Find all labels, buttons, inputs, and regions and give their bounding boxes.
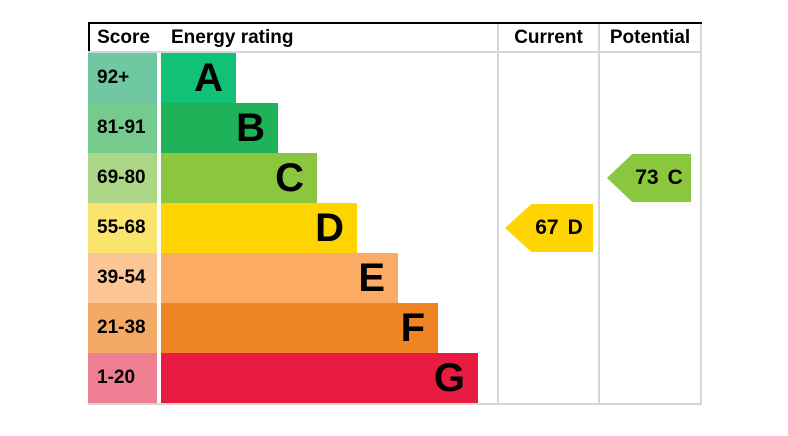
- current-column-header: Current: [497, 24, 598, 51]
- band-score-range: 39-54: [88, 253, 157, 303]
- band-row: 39-54 E: [88, 253, 702, 303]
- band-row: 81-91 B: [88, 103, 702, 153]
- band-bar: E: [161, 253, 398, 303]
- potential-cell: [598, 253, 702, 303]
- band-row: 21-38 F: [88, 303, 702, 353]
- band-letter: A: [194, 56, 223, 100]
- potential-cell: 73 C: [598, 153, 702, 203]
- band-bar-area: D: [161, 203, 497, 253]
- band-score-range: 92+: [88, 53, 157, 103]
- band-score-range: 21-38: [88, 303, 157, 353]
- band-bar: C: [161, 153, 317, 203]
- band-letter: F: [400, 306, 425, 350]
- current-cell: [497, 303, 598, 353]
- band-bar: B: [161, 103, 278, 153]
- current-rating-arrow: 67 D: [505, 204, 593, 252]
- band-letter: C: [275, 156, 304, 200]
- potential-cell: [598, 303, 702, 353]
- band-bar-area: F: [161, 303, 497, 353]
- band-score-range: 81-91: [88, 103, 157, 153]
- potential-cell: [598, 353, 702, 403]
- band-bar: D: [161, 203, 357, 253]
- header-row: Score Energy rating Current Potential: [88, 24, 702, 53]
- current-cell: [497, 53, 598, 103]
- score-column-header: Score: [88, 24, 157, 51]
- band-letter: D: [315, 206, 344, 250]
- band-score-range: 69-80: [88, 153, 157, 203]
- current-cell: [497, 253, 598, 303]
- potential-column-header: Potential: [598, 24, 702, 51]
- band-row: 1-20 G: [88, 353, 702, 403]
- current-cell: [497, 103, 598, 153]
- current-cell: [497, 153, 598, 203]
- band-letter: G: [433, 356, 465, 400]
- energy-rating-column-header: Energy rating: [171, 27, 294, 48]
- potential-cell: [598, 103, 702, 153]
- potential-cell: [598, 53, 702, 103]
- band-bar: G: [161, 353, 478, 403]
- current-rating-arrow-letter: D: [567, 216, 583, 239]
- potential-rating-arrow: 73 C: [607, 154, 691, 202]
- band-score-range: 55-68: [88, 203, 157, 253]
- band-bar-area: A: [161, 53, 497, 103]
- band-bar-area: B: [161, 103, 497, 153]
- band-bar-area: C: [161, 153, 497, 203]
- potential-rating-arrow-letter: C: [667, 166, 683, 189]
- band-row: 55-68 D 67 D: [88, 203, 702, 253]
- band-rows: 92+ A 81-91 B 69-80 C 73 C 5: [88, 53, 702, 403]
- band-bar-area: G: [161, 353, 497, 403]
- current-cell: [497, 353, 598, 403]
- band-letter: E: [358, 256, 385, 300]
- epc-table: Score Energy rating Current Potential 92…: [88, 22, 702, 405]
- band-score-range: 1-20: [88, 353, 157, 403]
- band-bar: A: [161, 53, 236, 103]
- band-row: 69-80 C 73 C: [88, 153, 702, 203]
- band-letter: B: [236, 106, 265, 150]
- potential-rating-arrow-value: 73: [635, 166, 659, 189]
- current-rating-arrow-value: 67: [535, 216, 559, 239]
- current-cell: 67 D: [497, 203, 598, 253]
- band-bar: F: [161, 303, 438, 353]
- band-bar-area: E: [161, 253, 497, 303]
- band-row: 92+ A: [88, 53, 702, 103]
- potential-cell: [598, 203, 702, 253]
